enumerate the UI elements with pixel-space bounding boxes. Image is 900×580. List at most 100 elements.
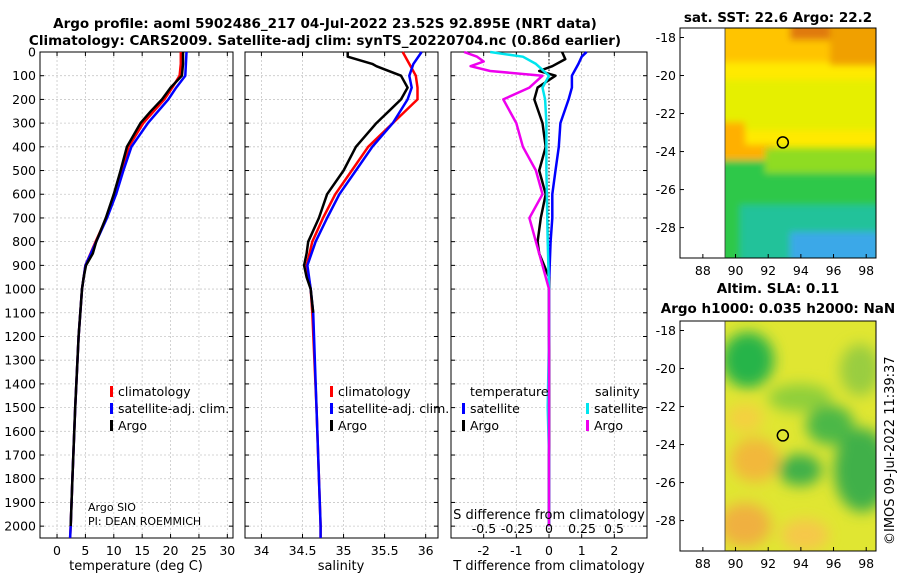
legend-climatology: climatology — [338, 384, 411, 399]
map-ytick-label: -18 — [656, 323, 676, 338]
map-ytick-label: -20 — [656, 68, 676, 83]
sla-field — [725, 321, 876, 551]
argo-sio-annotation: Argo SIO — [88, 501, 136, 514]
xtick-label: 34 — [253, 543, 269, 558]
ytick-label: 1200 — [4, 329, 36, 344]
sla-blob — [731, 438, 779, 482]
sst-midband — [725, 80, 876, 130]
legend-swatch-argo — [330, 420, 333, 431]
sdiff-tick-label: -0.5 — [472, 521, 496, 536]
xtick-label: 1 — [578, 543, 586, 558]
sla-blob — [778, 454, 822, 486]
xtick-label: 15 — [134, 543, 150, 558]
xtick-label: 30 — [219, 543, 235, 558]
sla-ticks: 88 90 92 94 96 98 -18 -20 -22 -24 -26 -28 — [656, 323, 875, 571]
legend-swatch-climatology — [330, 386, 333, 397]
ytick-label: 100 — [12, 68, 36, 83]
difference-panel: -2 -1 0 1 2 — [450, 50, 648, 558]
ytick-label: 900 — [12, 258, 36, 273]
salinity-legend: climatology satellite-adj. clim. Argo — [330, 384, 449, 433]
map-xtick-label: 98 — [858, 556, 874, 571]
map-ytick-label: -24 — [656, 437, 676, 452]
legend-temperature-title: temperature — [470, 384, 549, 399]
legend-swatch-argo — [110, 420, 113, 431]
sla-blob — [806, 405, 854, 445]
ytick-label: 1000 — [4, 282, 36, 297]
map-xtick-label: 96 — [826, 263, 842, 278]
legend-sargo: Argo — [594, 418, 623, 433]
ytick-label: 1800 — [4, 471, 36, 486]
sla-field-blobs — [725, 332, 876, 551]
series-line-salinity-argo — [463, 50, 551, 527]
sst-transition — [765, 148, 876, 173]
salinity-xlabel: salinity — [318, 559, 365, 574]
difference-legend: temperature satellite Argo salinity sate… — [462, 384, 644, 433]
legend-ssat: satellite — [594, 401, 644, 416]
map-ytick-label: -24 — [656, 144, 676, 159]
legend-argo: Argo — [118, 418, 147, 433]
map-xtick-label: 90 — [728, 556, 744, 571]
imos-credit: ©IMOS 09-Jul-2022 11:39:37 — [883, 356, 898, 545]
map-ytick-label: -18 — [656, 30, 676, 45]
sla-blob — [725, 503, 771, 547]
ytick-label: 300 — [12, 116, 36, 131]
map-xtick-label: 90 — [728, 263, 744, 278]
sla-map: Altim. SLA: 0.11 Argo h1000: 0.035 h2000… — [656, 281, 896, 571]
legend-salinity-title: salinity — [595, 384, 640, 399]
ytick-label: 1300 — [4, 353, 36, 368]
sdiff-tick-label: 0.5 — [604, 521, 624, 536]
xtick-label: 5 — [81, 543, 89, 558]
plot-frame — [39, 51, 234, 539]
map-ytick-label: -22 — [656, 106, 676, 121]
legend-satellite: satellite-adj. clim. — [118, 401, 229, 416]
ytick-label: 1100 — [4, 305, 36, 320]
xtick-label: 36 — [418, 543, 434, 558]
sst-field-blobs — [725, 28, 876, 258]
xtick-label: -2 — [477, 543, 489, 558]
map-xtick-label: 98 — [858, 263, 874, 278]
sla-blob — [768, 384, 832, 412]
ytick-label: 200 — [12, 92, 36, 107]
sst-map-title: sat. SST: 22.6 Argo: 22.2 — [684, 10, 872, 26]
map-xtick-label: 88 — [695, 556, 711, 571]
legend-swatch-climatology — [110, 386, 113, 397]
sla-map-title: Altim. SLA: 0.11 — [717, 281, 839, 297]
sla-map-subtitle: Argo h1000: 0.035 h2000: NaN — [661, 301, 895, 317]
ytick-label: 1900 — [4, 495, 36, 510]
legend-swatch-targo — [462, 420, 465, 431]
series-line-satellite-adj-clim- — [68, 51, 188, 539]
series-line-argo — [302, 52, 409, 313]
legend-swatch-satellite — [110, 403, 113, 414]
xtick-label: 10 — [106, 543, 122, 558]
sla-map-border — [679, 320, 877, 552]
legend-climatology: climatology — [118, 384, 191, 399]
sla-float-marker — [776, 429, 790, 442]
ytick-label: 600 — [12, 187, 36, 202]
sdiff-tick-label: -0.25 — [501, 521, 533, 536]
legend-argo: Argo — [338, 418, 367, 433]
plot-frame — [244, 51, 439, 539]
figure-title-line2: Climatology: CARS2009. Satellite-adj cli… — [29, 33, 621, 49]
sst-field — [725, 28, 876, 258]
ytick-label: 1700 — [4, 448, 36, 463]
sla-blob — [725, 332, 774, 388]
legend-swatch-tsat — [462, 403, 465, 414]
ytick-label: 0 — [28, 45, 36, 60]
legend-tsat: satellite — [470, 401, 520, 416]
sdiff-tick-label: 0.25 — [568, 521, 596, 536]
map-xtick-label: 96 — [826, 556, 842, 571]
ytick-label: 500 — [12, 163, 36, 178]
map-xtick-label: 94 — [793, 263, 809, 278]
sst-map: sat. SST: 22.6 Argo: 22.2 88 90 92 94 96 98 -1… — [656, 10, 877, 278]
ytick-label: 400 — [12, 139, 36, 154]
temperature-legend: climatology satellite-adj. clim. Argo — [110, 384, 229, 433]
legend-swatch-satellite — [330, 403, 333, 414]
series-line-climatology — [305, 51, 419, 538]
map-xtick-label: 94 — [793, 556, 809, 571]
sla-blob — [781, 519, 829, 551]
map-xtick-label: 92 — [760, 263, 776, 278]
map-ytick-label: -26 — [656, 475, 676, 490]
legend-satellite: satellite-adj. clim. — [338, 401, 449, 416]
sst-coldest — [790, 232, 876, 258]
